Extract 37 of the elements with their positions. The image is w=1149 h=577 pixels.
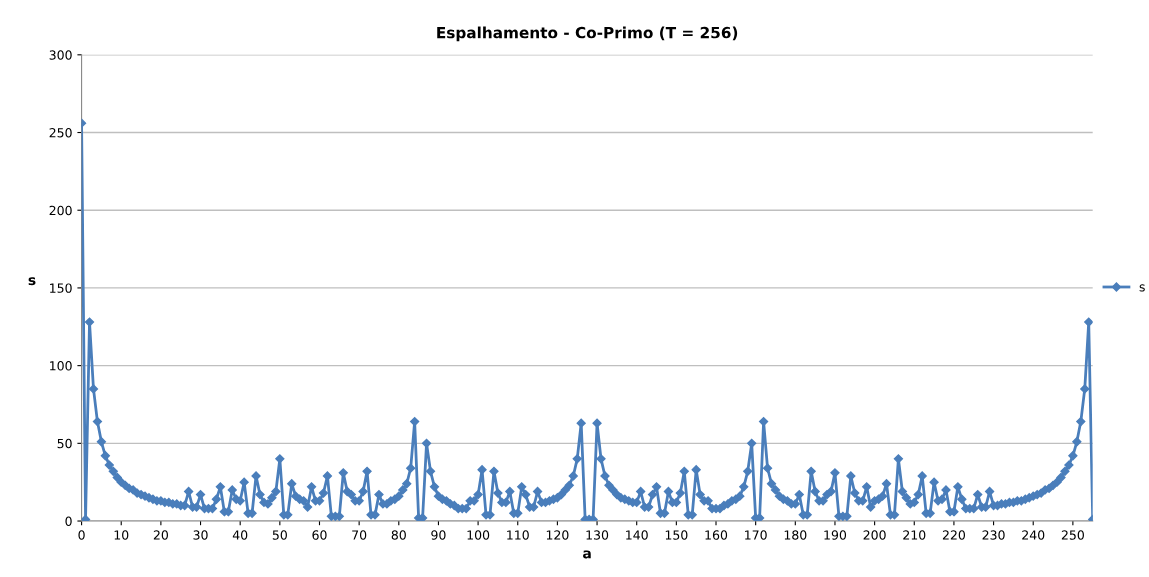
x-tick-label: 230 <box>982 530 1005 540</box>
x-tick-label: 80 <box>391 530 406 540</box>
y-tick-label: 0 <box>65 516 72 526</box>
x-tick-label: 200 <box>863 530 886 540</box>
y-tick-label: 250 <box>49 127 72 138</box>
x-tick-label: 170 <box>745 530 767 540</box>
x-tick-label: 60 <box>312 530 327 540</box>
x-tick-label: 40 <box>232 530 248 540</box>
x-tick-label: 130 <box>586 530 609 540</box>
y-tick-label: 50 <box>57 438 72 449</box>
x-tick-label: 50 <box>272 530 287 540</box>
x-tick-label: 20 <box>153 530 169 540</box>
x-tick-label: 100 <box>467 530 490 540</box>
x-tick-label: 90 <box>431 530 446 540</box>
x-tick-label: 240 <box>1022 530 1045 540</box>
x-tick-label: 250 <box>1061 530 1084 540</box>
legend-label: s <box>1139 284 1145 292</box>
y-axis-title: s <box>28 277 36 286</box>
x-tick-label: 0 <box>78 530 85 540</box>
x-tick-label: 30 <box>193 530 208 540</box>
x-tick-label: 180 <box>784 530 807 540</box>
chart-title: Espalhamento - Co-Primo (T = 256) <box>437 26 738 42</box>
x-tick-label: 10 <box>114 530 129 540</box>
x-tick-label: 220 <box>942 530 966 540</box>
x-axis-title: a <box>583 550 591 559</box>
x-tick-label: 190 <box>824 530 847 540</box>
x-tick-label: 120 <box>546 530 569 540</box>
x-tick-label: 140 <box>626 530 648 540</box>
y-tick-label: 100 <box>50 361 72 371</box>
x-tick-label: 210 <box>903 530 926 540</box>
y-tick-label: 150 <box>50 283 72 293</box>
x-tick-label: 110 <box>507 530 529 540</box>
x-tick-label: 160 <box>705 530 728 540</box>
y-tick-label: 300 <box>49 50 72 60</box>
y-tick-label: 200 <box>49 205 72 216</box>
x-tick-label: 150 <box>665 530 688 540</box>
x-tick-label: 70 <box>352 530 367 540</box>
